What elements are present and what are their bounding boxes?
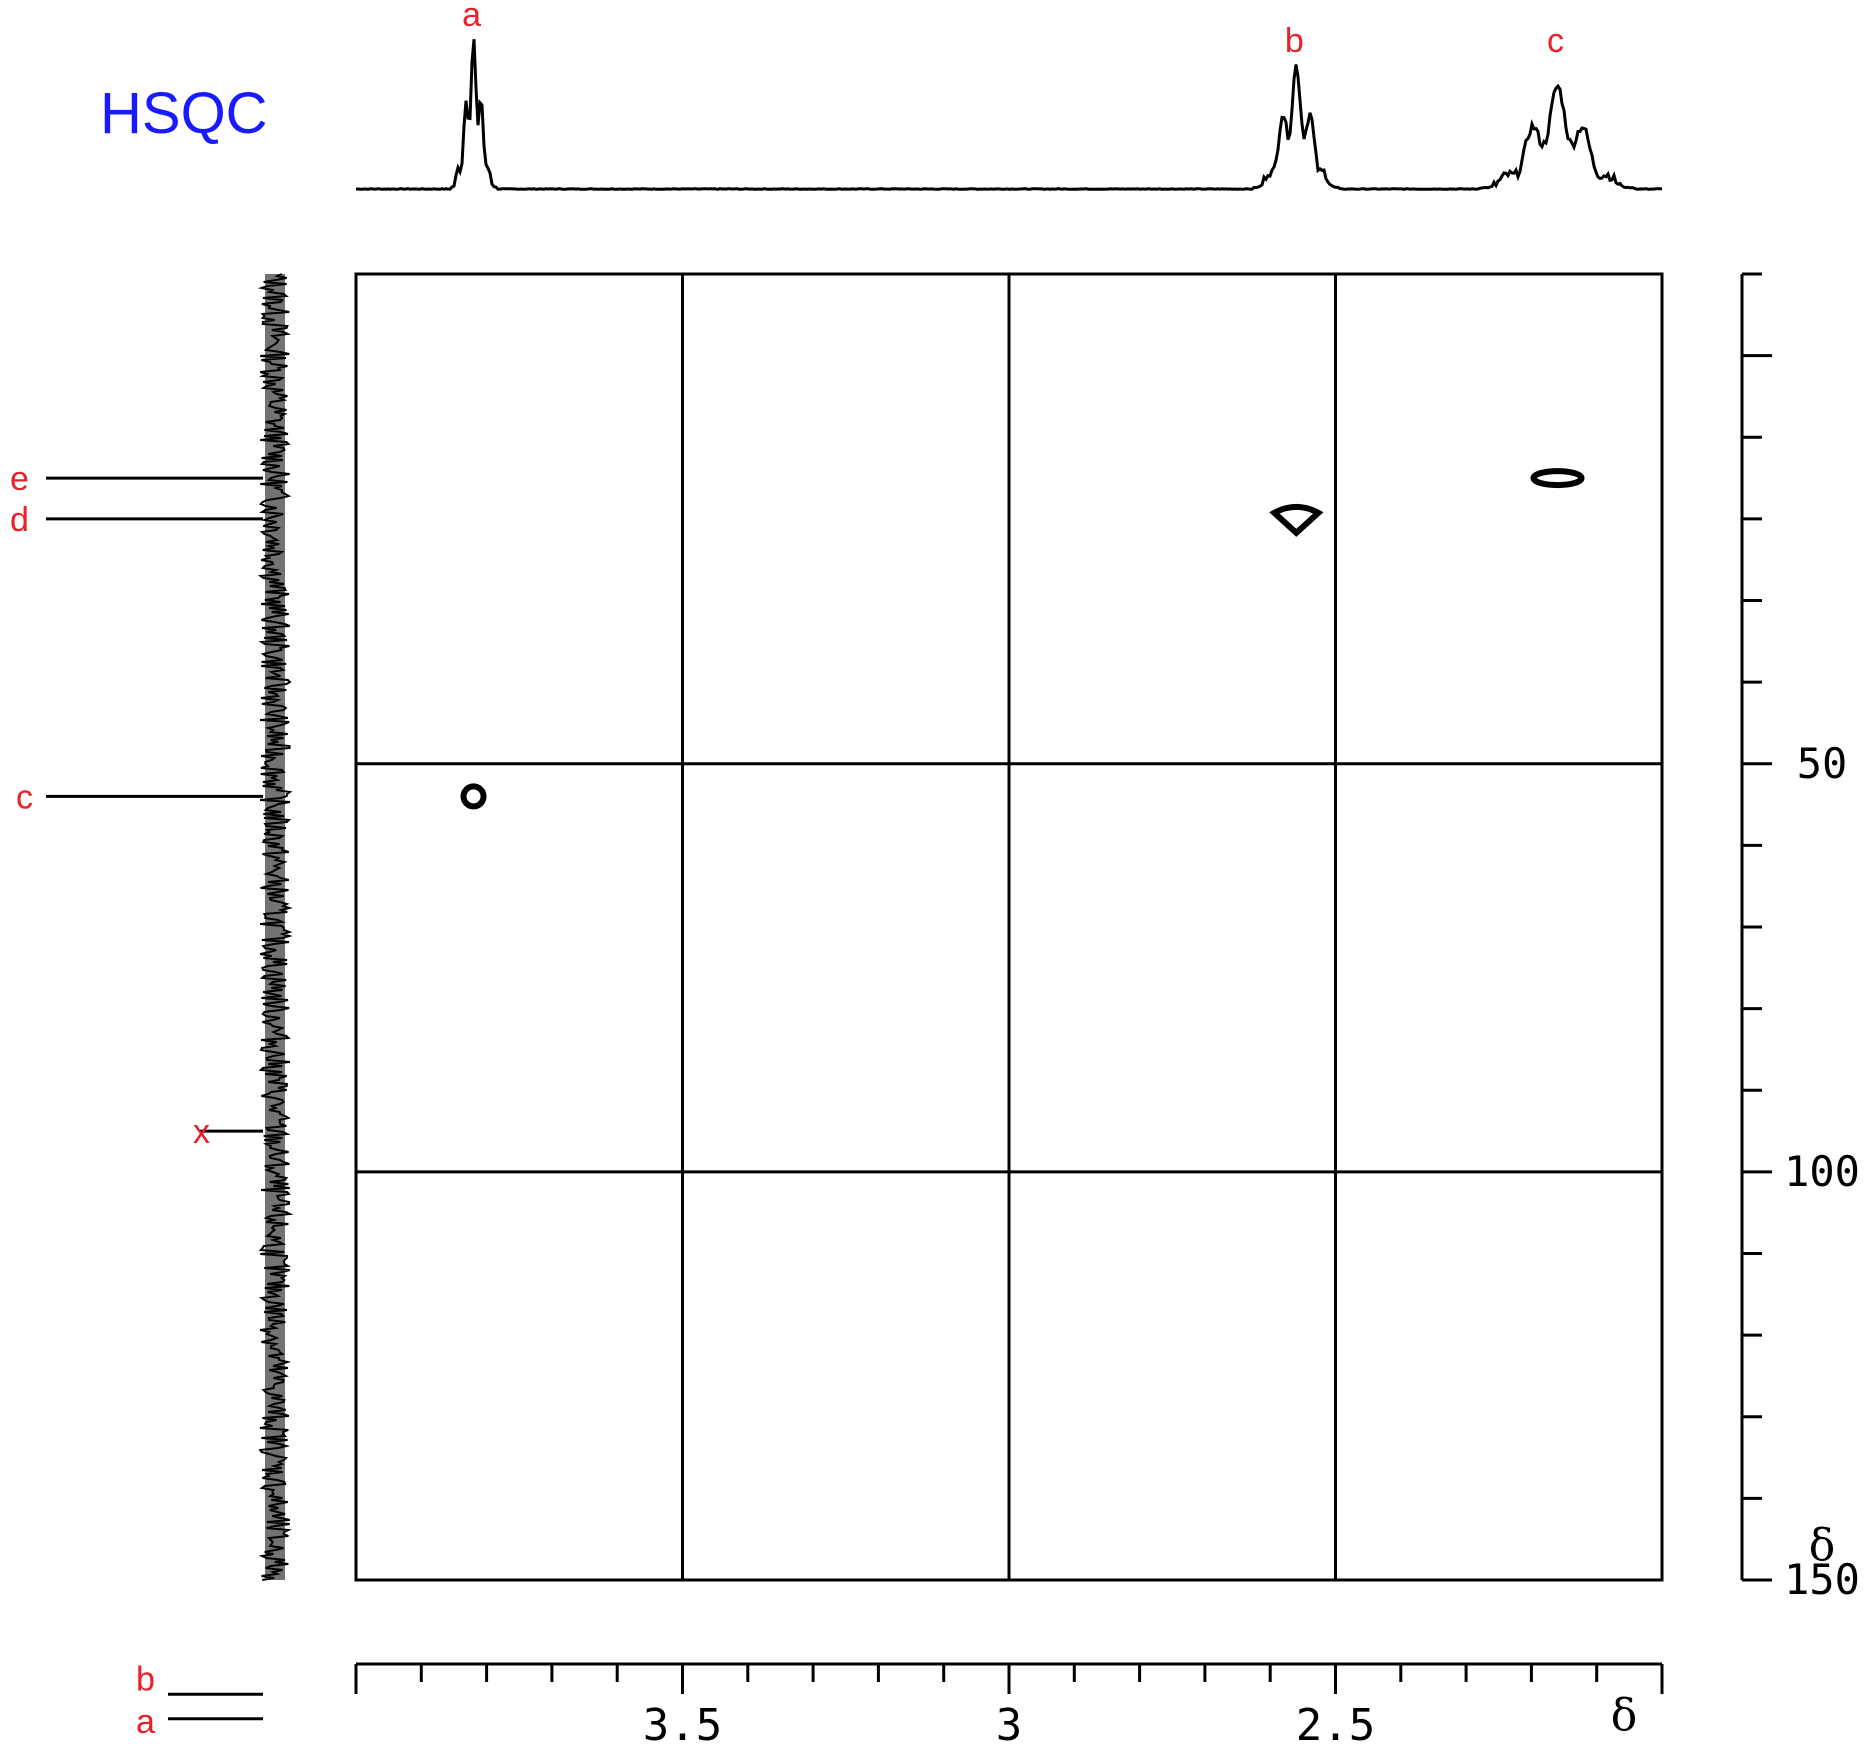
- carbon-peak-label: x: [193, 1113, 210, 1151]
- y-tick-label: 50: [1797, 739, 1848, 788]
- carbon-spectrum-baseline: [265, 274, 285, 1580]
- y-tick-label: 150: [1784, 1555, 1860, 1604]
- x-tick-label: 3: [996, 1700, 1023, 1746]
- carbon-peak-label: b: [136, 1660, 155, 1698]
- carbon-peak-label: a: [136, 1703, 155, 1741]
- cross-peak: [460, 783, 487, 810]
- proton-peak-label: c: [1547, 22, 1564, 60]
- cross-peak: [1269, 503, 1324, 537]
- proton-peak-label: b: [1285, 22, 1304, 60]
- proton-spectrum-trace: [356, 39, 1663, 191]
- chart-title: HSQC: [100, 81, 268, 146]
- x-tick-label: 2.5: [1296, 1700, 1375, 1746]
- y-axis-label: δ: [1809, 1520, 1836, 1571]
- y-tick-label: 100: [1784, 1147, 1860, 1196]
- x-tick-label: 3.5: [643, 1700, 722, 1746]
- carbon-peak-label: e: [10, 460, 29, 498]
- carbon-peak-label: c: [16, 778, 33, 816]
- carbon-peak-label: d: [10, 501, 29, 539]
- proton-peak-label: a: [462, 0, 481, 34]
- cross-peak: [1530, 468, 1585, 489]
- x-axis-label: δ: [1611, 1690, 1638, 1741]
